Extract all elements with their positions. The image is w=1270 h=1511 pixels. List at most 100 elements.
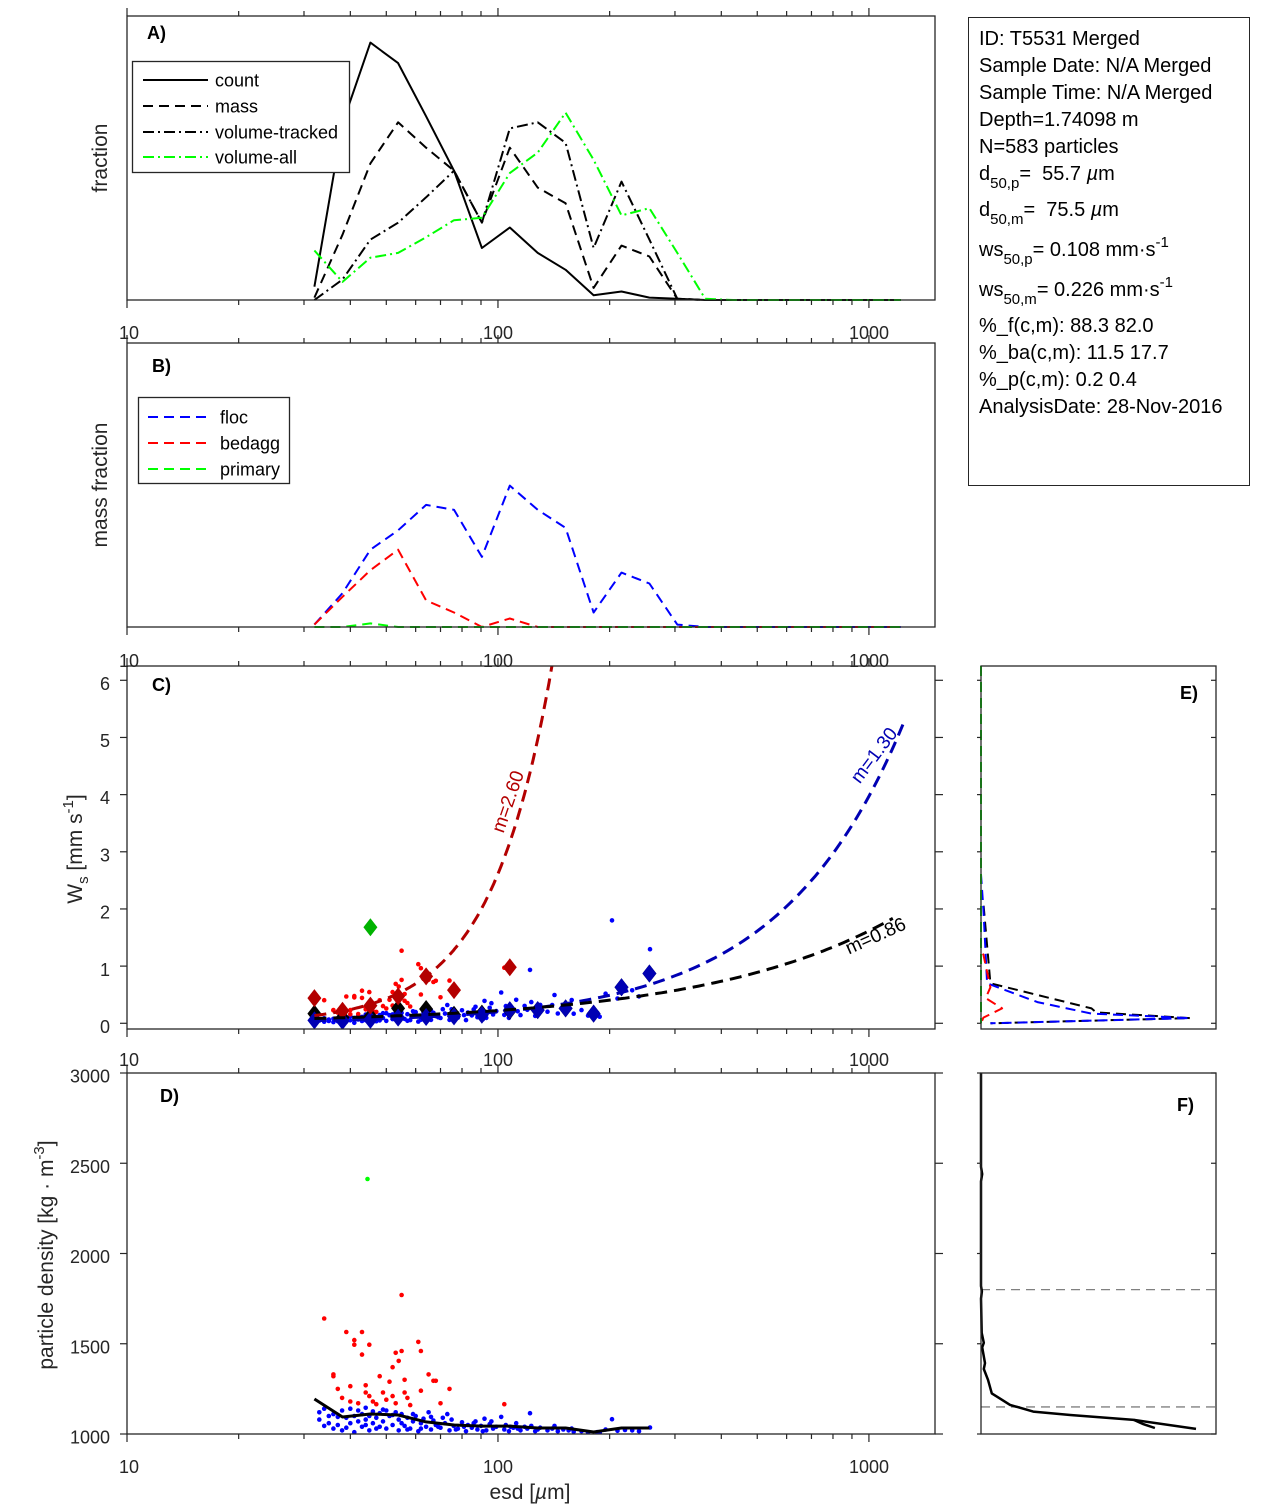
scatter-point-floc	[344, 1425, 349, 1430]
y-tick-label: 3000	[70, 1067, 110, 1087]
y-tick-label: 4	[100, 788, 110, 808]
scatter-point-bedagg	[416, 1339, 421, 1345]
info-ws50-m-base: ws	[979, 279, 1004, 301]
y-tick-label: 2	[100, 903, 110, 923]
median-diamond-floc	[642, 964, 657, 983]
scatter-point-floc	[489, 1419, 494, 1424]
scatter-point-floc	[463, 1429, 469, 1434]
scatter-point-floc	[636, 1429, 642, 1434]
scatter-point-bedagg	[352, 995, 357, 1000]
y-tick-label: 6	[100, 674, 110, 694]
scatter-point-bedagg	[367, 1393, 372, 1399]
xlabel-pre: esd [	[490, 1481, 536, 1504]
scatter-point-bedagg	[348, 1012, 353, 1017]
scatter-point-bedagg	[348, 1399, 353, 1404]
scatter-point-floc	[647, 946, 653, 952]
median-density-line	[313, 1397, 650, 1434]
panel-d: D) particle density [kg · m-3] 1000 1500…	[31, 1067, 889, 1505]
scatter-point-floc	[367, 1428, 372, 1433]
scatter-point-bedagg	[374, 1401, 379, 1407]
scatter-point-floc	[352, 1020, 357, 1026]
scatter-point-floc	[377, 1424, 383, 1430]
scatter-point-floc	[447, 1428, 452, 1433]
scatter-point-bedagg	[407, 1402, 413, 1408]
scatter-point-floc	[480, 1429, 486, 1434]
scatter-point-bedagg	[344, 1329, 349, 1335]
legend-label-bedagg: bedagg	[220, 434, 280, 454]
ylabel-units: [mm s	[64, 813, 87, 876]
scatter-point-floc	[529, 999, 534, 1005]
scatter-point-floc	[384, 1408, 389, 1413]
xlabel-mu: µ	[534, 1481, 547, 1504]
scatter-point-floc	[484, 1428, 489, 1433]
info-d50-m-unit: m	[1102, 199, 1119, 221]
scatter-point-floc	[482, 1416, 487, 1421]
median-diamond-bedagg	[502, 958, 517, 977]
scatter-point-floc	[555, 1011, 561, 1016]
scatter-point-bedagg	[367, 989, 372, 995]
info-d50-m-subscript: 50,m	[990, 211, 1024, 228]
info-ws50-m-superscript: -1	[1159, 274, 1173, 291]
scatter-point-floc	[423, 1424, 429, 1430]
x-axis-label: esd [µm]	[490, 1481, 571, 1504]
median-diamond-all	[391, 999, 406, 1018]
scatter-point-floc	[321, 1423, 327, 1429]
scatter-point-floc	[579, 1007, 584, 1013]
x-tick-label: 100	[483, 323, 513, 343]
legend-label-count: count	[215, 71, 259, 91]
scatter-point-floc	[482, 998, 487, 1004]
scatter-point-floc	[355, 1408, 361, 1413]
legend-a: count mass volume-tracked volume-all	[131, 60, 351, 174]
scatter-point-bedagg	[335, 1386, 341, 1392]
ylabel-superscript: -3	[31, 1146, 48, 1159]
ylabel-end: ]	[64, 794, 87, 800]
scatter-point-floc	[348, 1406, 353, 1411]
scatter-point-floc	[502, 1427, 507, 1432]
info-particle-count: N=583 particles	[979, 136, 1119, 158]
info-depth: Depth=1.74098 m	[979, 109, 1139, 131]
panel-label-b: B)	[152, 356, 171, 376]
scatter-point-bedagg	[359, 1329, 365, 1335]
fit-line-floc	[314, 724, 905, 1023]
scatter-point-floc	[571, 1011, 576, 1016]
scatter-point-floc	[339, 1428, 345, 1433]
scatter-point-floc	[449, 1417, 454, 1422]
scatter-point-bedagg	[387, 1379, 392, 1384]
x-tick-label: 10	[119, 1457, 139, 1477]
scatter-point-floc	[396, 1417, 402, 1422]
info-floc-percent: %_f(c,m): 88.3 82.0	[979, 315, 1154, 337]
legend-b: floc bedagg primary	[137, 396, 291, 485]
legend-box	[137, 396, 291, 485]
scatter-point-floc	[518, 1428, 523, 1433]
scatter-point-floc	[407, 1426, 413, 1431]
axes-frame-e	[980, 665, 1217, 1030]
scatter-point-bedagg	[402, 1390, 407, 1395]
scatter-point-floc	[527, 1410, 533, 1416]
info-ws50-p: ws50,p= 0.108 mm·s-1	[979, 233, 1249, 273]
scatter-point-floc	[352, 1429, 357, 1434]
scatter-point-floc	[384, 1426, 389, 1431]
scatter-point-bedagg	[363, 1390, 369, 1395]
info-sample-time: Sample Time: N/A Merged	[979, 82, 1213, 104]
median-diamond-bedagg	[363, 996, 378, 1015]
scatter-point-bedagg	[384, 1397, 389, 1402]
scatter-point-bedagg	[438, 995, 443, 1000]
info-d50-p-base: d	[979, 163, 991, 185]
y-tick-label: 1	[100, 960, 110, 980]
scatter-point-bedagg	[359, 1352, 365, 1357]
x-tick-label: 10	[119, 1050, 139, 1070]
profile-line-bedagg	[980, 666, 1004, 1024]
panel-a: A) fraction 10 100 1000 count mass volum…	[89, 23, 889, 343]
scatter-point-floc	[405, 1011, 410, 1017]
scatter-point-floc	[445, 1411, 450, 1417]
scatter-point-bedagg	[447, 978, 452, 983]
scatter-point-floc	[380, 1419, 386, 1424]
scatter-point-floc	[455, 1426, 461, 1431]
scatter-point-bedagg	[348, 1007, 353, 1013]
scatter-point-floc	[513, 1420, 519, 1426]
legend-label-mass: mass	[215, 97, 258, 117]
scatter-point-floc	[518, 1012, 523, 1018]
panel-label-e: E)	[1180, 683, 1198, 703]
scatter-point-bedagg	[393, 1401, 399, 1406]
scatter-point-floc	[473, 1004, 478, 1010]
